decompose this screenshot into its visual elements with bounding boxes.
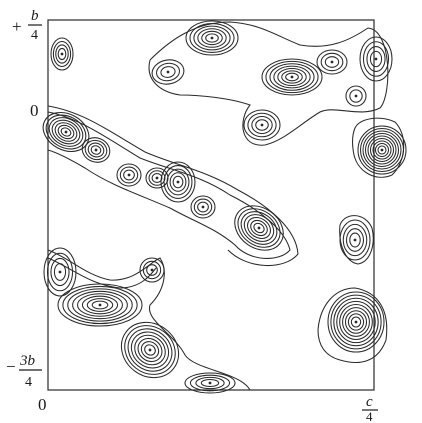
peak-center-dot <box>156 177 159 180</box>
label-bottom-left-sign: − <box>6 357 16 376</box>
peak-chain-1 <box>117 164 141 186</box>
peak-center-dot <box>202 206 205 209</box>
label-bottom-right-numerator: c <box>366 394 373 410</box>
peak-top-5 <box>317 50 347 74</box>
peak-chain-4 <box>191 196 215 218</box>
label-top-left-denominator: 4 <box>31 28 38 43</box>
peak-center-dot <box>331 61 334 64</box>
peak-center-dot <box>59 271 62 274</box>
label-bottom-right-denominator: 4 <box>366 409 373 423</box>
label-origin-bottom: 0 <box>38 395 47 414</box>
label-origin-left: 0 <box>30 101 39 120</box>
label-bottom-left-denominator: 4 <box>25 375 32 390</box>
label-top-left-sign: + <box>12 17 22 36</box>
peak-center-dot <box>381 149 384 152</box>
label-top-left-numerator: b <box>31 8 39 24</box>
peak-center-dot <box>261 124 264 127</box>
peak-center-dot <box>209 382 212 385</box>
peak-top-1 <box>186 21 238 55</box>
peak-right-lower <box>328 292 384 352</box>
peak-center-dot <box>177 181 180 184</box>
peak-center-dot <box>61 53 64 56</box>
peak-center-dot <box>354 239 357 242</box>
peak-center-dot <box>355 321 358 324</box>
peak-center-dot <box>151 269 154 272</box>
peak-center-dot <box>128 174 131 177</box>
peak-center-dot <box>291 76 294 79</box>
label-bottom-left-numerator: 3b <box>19 353 36 369</box>
peak-left-lower-small <box>140 258 164 282</box>
peak-center-dot <box>99 304 102 307</box>
peak-center-dot <box>375 58 378 61</box>
peak-center-dot <box>211 37 214 40</box>
peak-center-dot <box>355 95 358 98</box>
